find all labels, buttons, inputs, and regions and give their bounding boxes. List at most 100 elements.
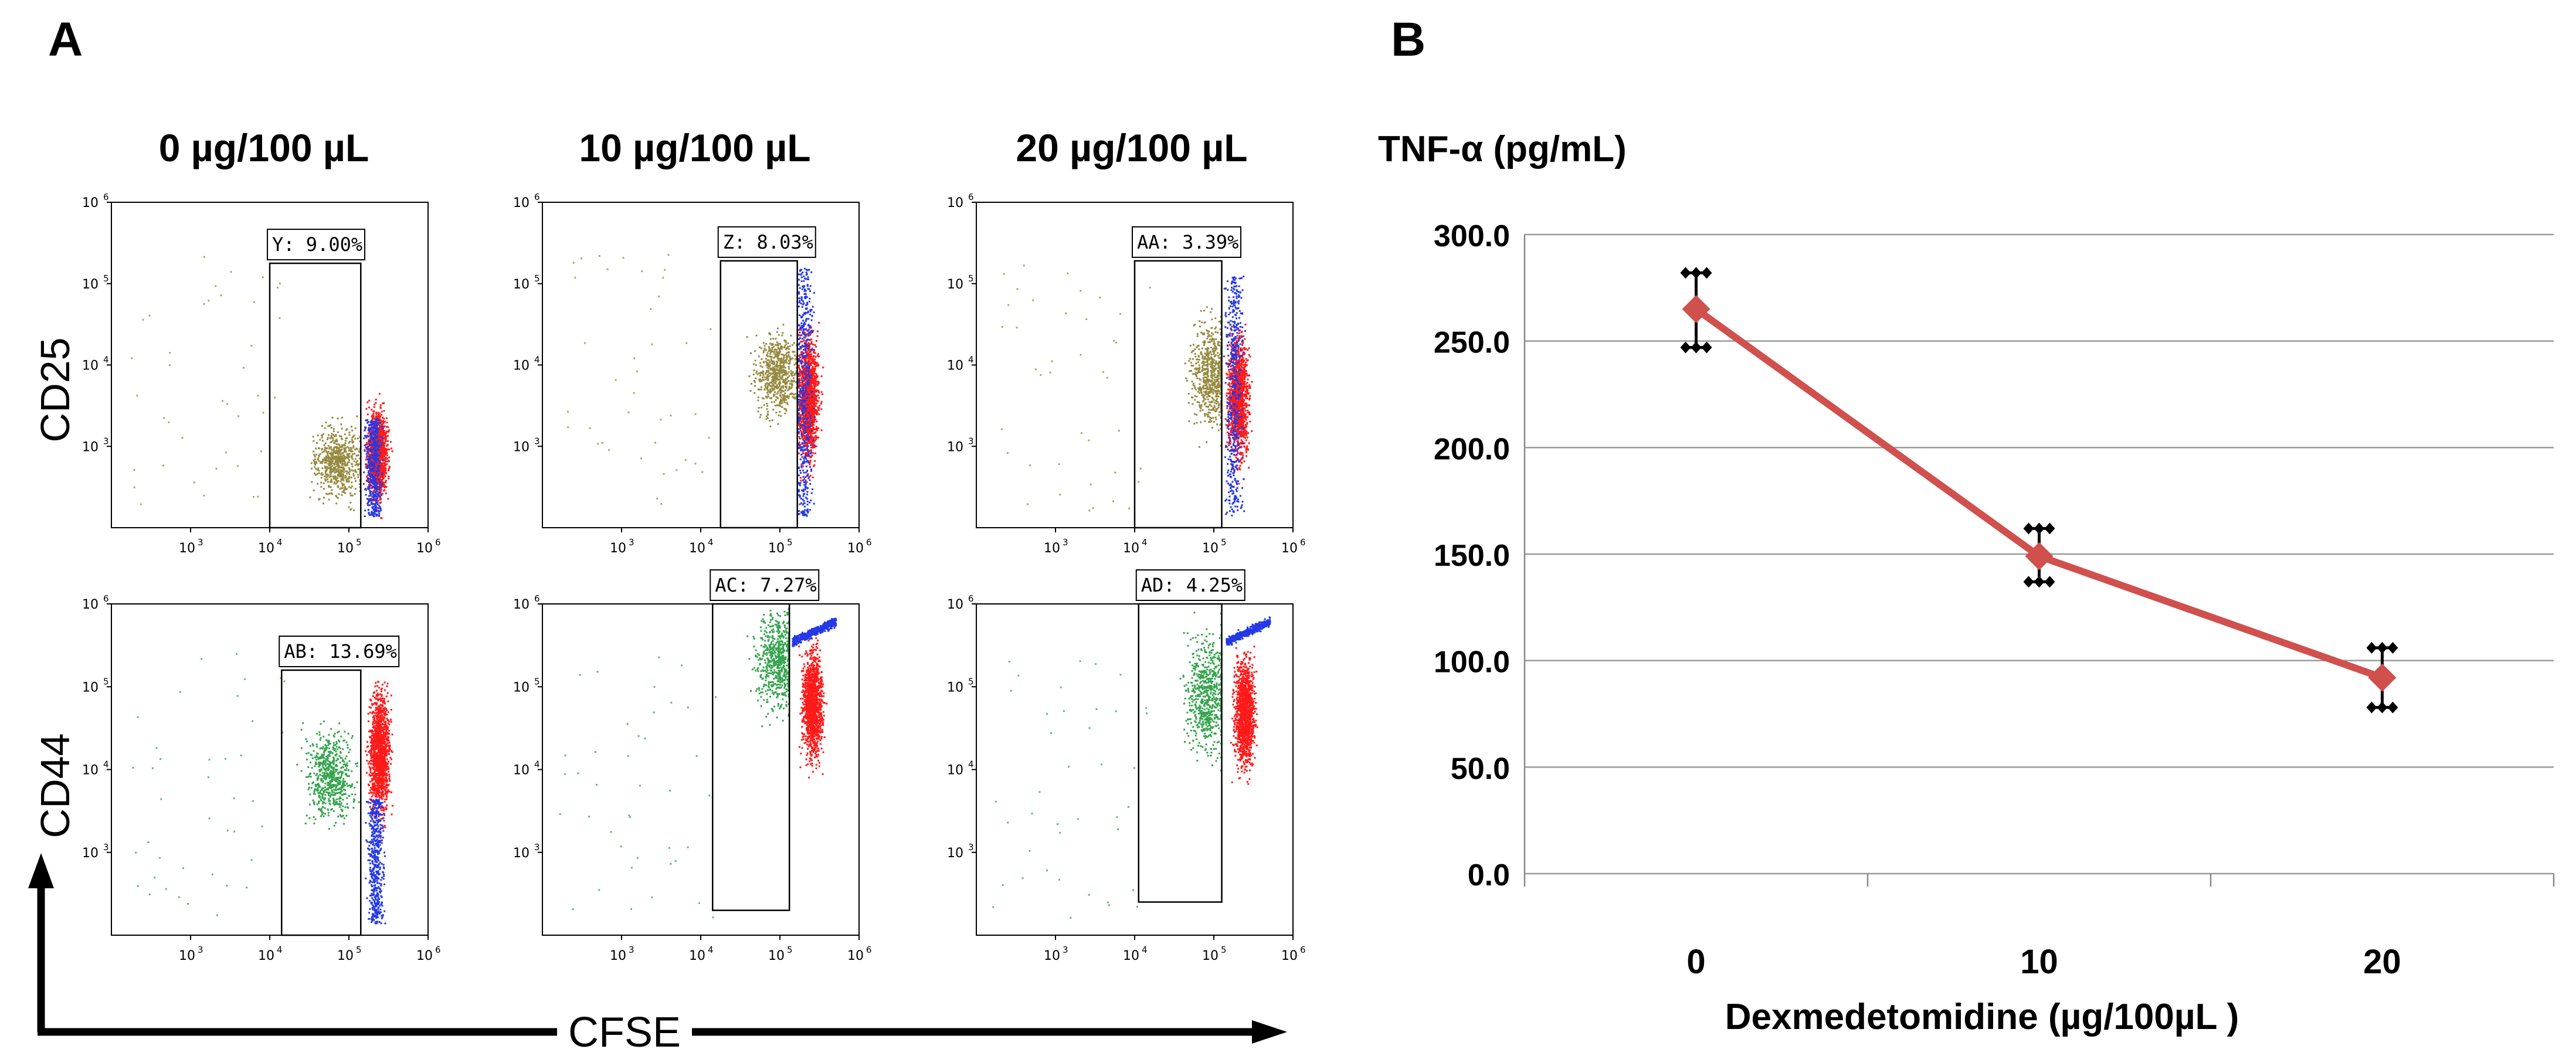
error-cap-diamond	[2023, 522, 2034, 535]
dividing-dots	[1223, 276, 1246, 517]
gated-population-dots	[1184, 306, 1222, 448]
x-tick-label: 10	[1281, 541, 1298, 556]
y-tick-exponent: 3	[103, 842, 109, 853]
error-cap-diamond	[2023, 576, 2034, 588]
y-tick-exponent: 6	[103, 593, 109, 604]
y-tick-label: 10	[82, 440, 99, 454]
x-tick-label: 10	[610, 949, 626, 963]
y-tick-exponent: 3	[968, 842, 974, 853]
y-tick-label: 10	[82, 846, 99, 861]
y-tick-label: 10	[513, 680, 530, 695]
y-tick-exponent: 6	[534, 192, 540, 202]
x-category-label: 0	[1686, 943, 1705, 981]
y-tick-exponent: 5	[103, 676, 109, 687]
x-tick-exponent: 4	[277, 945, 283, 955]
error-cap-diamond	[2044, 576, 2055, 588]
x-tick-exponent: 6	[435, 945, 441, 955]
cfse-label: CFSE	[568, 1009, 681, 1056]
error-cap-diamond	[1691, 267, 1702, 279]
column-header-0: 0 µg/100 µL	[159, 126, 369, 169]
gate-label: AC: 7.27%	[715, 574, 816, 596]
y-tick-label: 250.0	[1434, 326, 1510, 360]
x-tick-exponent: 6	[1300, 945, 1306, 955]
error-cap-diamond	[1701, 341, 1712, 354]
x-tick-exponent: 4	[1142, 537, 1148, 548]
x-tick-exponent: 3	[198, 945, 203, 955]
y-tick-exponent: 3	[103, 436, 109, 446]
flow-plot-cd25-2: 10 310 410 510 610 3 10 4 10 5 10 6AA: 3.39%	[947, 192, 1306, 556]
gate-label-box	[1135, 569, 1245, 601]
panel-b-y-title: TNF-α (pg/mL)	[1378, 129, 1627, 169]
x-category-label: 10	[2020, 943, 2058, 981]
flow-plot-cd25-1: 10 310 410 510 610 3 10 4 10 5 10 6Z: 8.03%	[513, 192, 872, 556]
error-cap-diamond	[2044, 522, 2055, 535]
y-tick-label: 10	[82, 597, 99, 612]
gate-label: Y: 9.00%	[272, 233, 362, 256]
y-tick-label: 10	[82, 277, 99, 292]
x-tick-label: 10	[847, 949, 864, 963]
gate-label: AB: 13.69%	[284, 640, 397, 663]
x-tick-label: 10	[689, 949, 705, 963]
dividing-dots	[798, 267, 816, 517]
x-tick-label: 10	[179, 541, 195, 556]
background-dots	[992, 660, 1148, 919]
right-arrowhead	[1252, 1020, 1287, 1044]
x-tick-label: 10	[689, 541, 705, 556]
gate-label-box	[267, 229, 365, 261]
gate-label-box	[279, 636, 400, 667]
y-tick-label: 10	[947, 597, 963, 612]
x-tick-label: 10	[179, 949, 195, 963]
gate-label-box	[717, 226, 816, 258]
y-tick-label: 10	[947, 359, 963, 373]
y-tick-exponent: 4	[103, 759, 109, 770]
tnf-line-chart: 300.0 250.0 200.0 150.0 100.0 50.0 0.0 0 10 20	[1434, 219, 2555, 981]
flow-plot-cd25-0: 10 310 410 510 610 3 10 4 10 5 10 6Y: 9.00%	[82, 192, 441, 556]
y-tick-label: 10	[947, 440, 963, 454]
error-cap-diamond	[2366, 641, 2377, 654]
error-cap-diamond	[2387, 701, 2398, 714]
x-tick-exponent: 5	[1221, 945, 1227, 955]
x-tick-label: 10	[1202, 541, 1219, 556]
y-tick-label: 10	[513, 196, 530, 210]
x-tick-label: 10	[1044, 949, 1060, 963]
x-tick-exponent: 3	[1063, 945, 1068, 955]
y-tick-exponent: 5	[103, 273, 109, 284]
y-tick-label: 10	[82, 763, 99, 778]
y-tick-exponent: 5	[968, 273, 974, 284]
flow-plot-cd44-1: 10 310 410 510 610 3 10 4 10 5 10 6AC: 7.27%	[513, 569, 872, 963]
y-tick-exponent: 3	[534, 842, 540, 853]
y-tick-exponent: 5	[534, 273, 540, 284]
y-tick-exponent: 4	[534, 759, 540, 770]
row-label-cd44: CD44	[32, 733, 78, 838]
x-tick-exponent: 6	[866, 537, 872, 548]
tnf-series-line	[1693, 306, 2384, 681]
y-tick-exponent: 3	[968, 436, 974, 446]
y-tick-label: 100.0	[1434, 646, 1510, 680]
gated-population-dots	[296, 721, 360, 830]
error-cap-diamond	[2377, 641, 2388, 654]
y-tick-label: 10	[513, 763, 530, 778]
dividing-dots	[362, 418, 385, 518]
background-dots	[131, 256, 281, 505]
y-tick-label: 10	[82, 359, 99, 373]
gate-rectangle	[719, 260, 798, 529]
y-tick-exponent: 6	[534, 593, 540, 604]
x-tick-exponent: 3	[629, 945, 634, 955]
gate-rectangle	[712, 603, 790, 911]
x-tick-label: 10	[337, 541, 354, 556]
y-tick-label: 300.0	[1434, 219, 1510, 253]
data-point-marker	[2025, 542, 2054, 570]
y-tick-label: 50.0	[1451, 752, 1510, 786]
x-tick-exponent: 6	[1300, 537, 1306, 548]
error-cap-diamond	[2377, 701, 2388, 714]
gated-population-dots	[746, 324, 797, 427]
high-cfse-dots	[798, 633, 828, 779]
y-tick-label: 10	[947, 763, 963, 778]
x-tick-label: 10	[1044, 541, 1060, 556]
panel-b-letter: B	[1391, 13, 1426, 66]
x-tick-exponent: 4	[708, 537, 714, 548]
gate-label-box	[1132, 226, 1241, 258]
gate-label-box	[710, 569, 820, 601]
row-label-cd25: CD25	[32, 338, 78, 443]
